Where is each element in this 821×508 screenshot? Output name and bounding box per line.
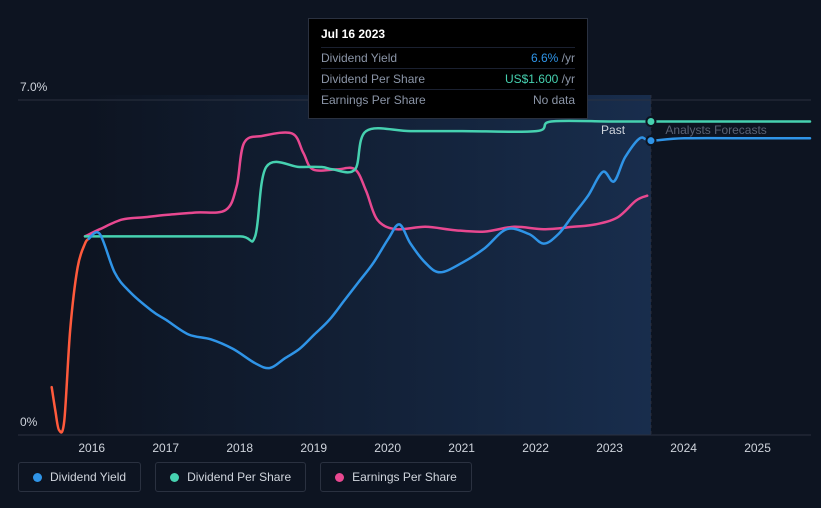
legend-item[interactable]: Dividend Yield — [18, 462, 141, 492]
legend-swatch — [33, 473, 42, 482]
x-axis-label: 2016 — [78, 441, 105, 455]
x-axis-label: 2024 — [670, 441, 697, 455]
legend-label: Dividend Per Share — [187, 470, 291, 484]
x-axis-label: 2022 — [522, 441, 549, 455]
legend-swatch — [335, 473, 344, 482]
x-axis-label: 2018 — [226, 441, 253, 455]
legend-label: Earnings Per Share — [352, 470, 457, 484]
chart-legend: Dividend Yield Dividend Per Share Earnings… — [18, 462, 472, 492]
past-label: Past — [601, 123, 625, 137]
tooltip-row: Dividend Yield 6.6% /yr — [321, 47, 575, 68]
tooltip-row-value: 6.6% /yr — [531, 51, 575, 65]
x-axis-label: 2019 — [300, 441, 327, 455]
legend-item[interactable]: Earnings Per Share — [320, 462, 472, 492]
tooltip-date: Jul 16 2023 — [321, 27, 575, 47]
dividend-chart: Jul 16 2023 Dividend Yield6.6% /yrDivide… — [0, 0, 821, 508]
tooltip-row-label: Dividend Per Share — [321, 72, 425, 86]
tooltip-row-value: No data — [533, 93, 575, 107]
legend-item[interactable]: Dividend Per Share — [155, 462, 306, 492]
legend-label: Dividend Yield — [50, 470, 126, 484]
y-axis-label: 7.0% — [20, 80, 47, 94]
x-axis-label: 2017 — [152, 441, 179, 455]
x-axis-label: 2023 — [596, 441, 623, 455]
legend-swatch — [170, 473, 179, 482]
x-axis-label: 2025 — [744, 441, 771, 455]
tooltip-row: Dividend Per Share US$1.600 /yr — [321, 68, 575, 89]
tooltip-row-label: Dividend Yield — [321, 51, 397, 65]
tooltip-row-label: Earnings Per Share — [321, 93, 426, 107]
x-axis-label: 2021 — [448, 441, 475, 455]
x-axis-label: 2020 — [374, 441, 401, 455]
tooltip-row: Earnings Per Share No data — [321, 89, 575, 110]
y-axis-label: 0% — [20, 415, 37, 429]
tooltip-row-value: US$1.600 /yr — [505, 72, 575, 86]
chart-tooltip: Jul 16 2023 Dividend Yield6.6% /yrDivide… — [308, 18, 588, 119]
analysts-forecasts-label: Analysts Forecasts — [665, 123, 766, 137]
